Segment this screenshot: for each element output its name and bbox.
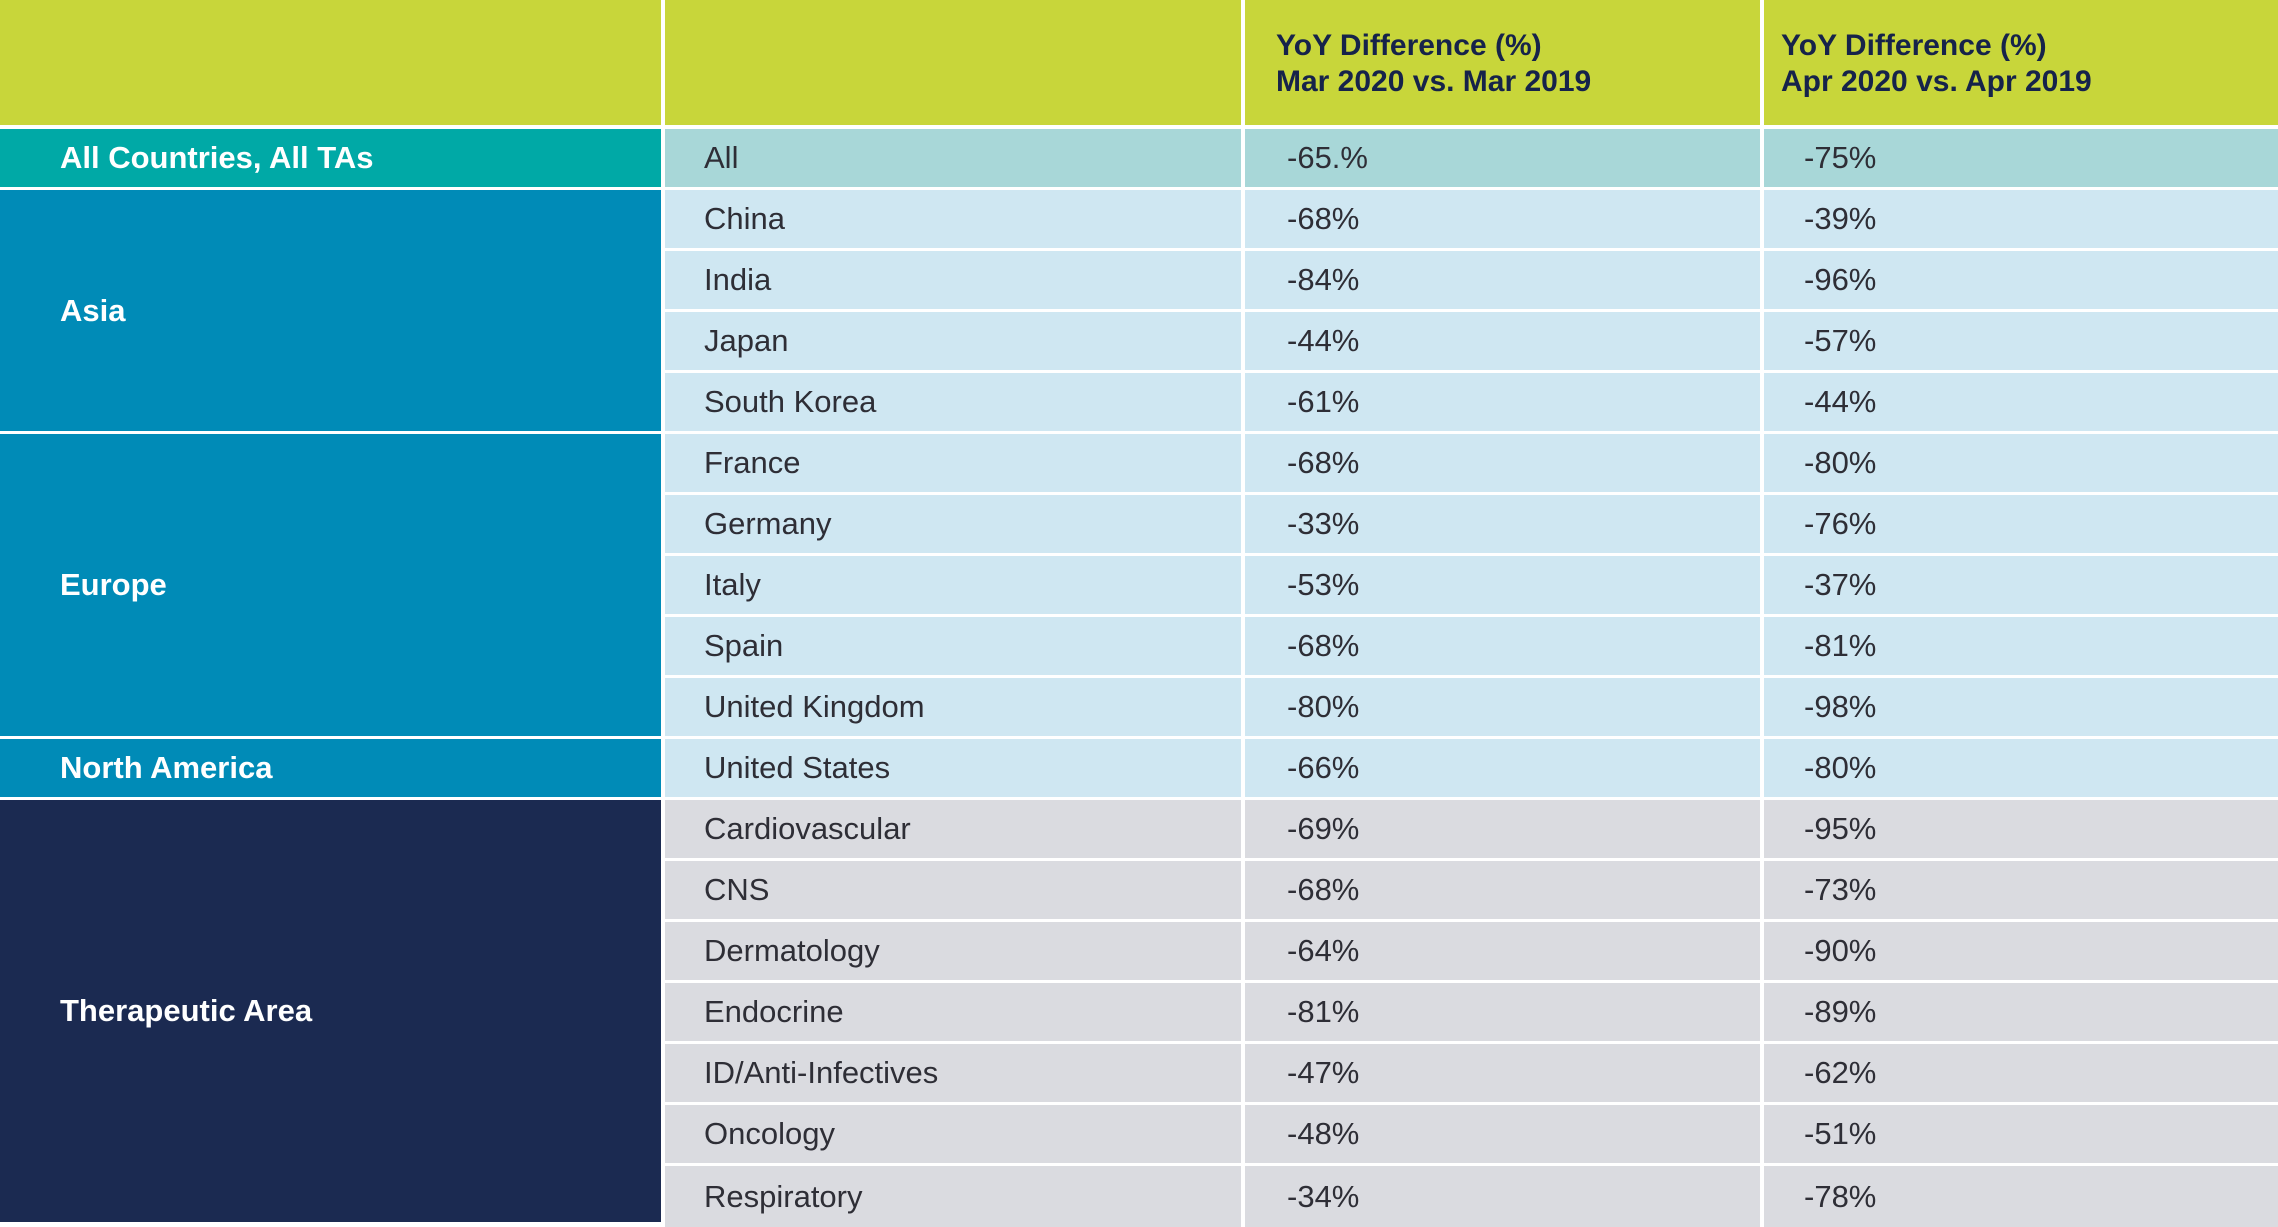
header-apr-line1: YoY Difference (%) [1781,29,2047,62]
value-mar: -68% [1245,434,1760,492]
value-apr: -90% [1764,922,2278,980]
row-label: CNS [665,861,1241,919]
row-label: India [665,251,1241,309]
value-mar: -33% [1245,495,1760,553]
value-apr: -75% [1764,129,2278,187]
value-apr: -80% [1764,739,2278,797]
value-apr: -57% [1764,312,2278,370]
header-cell-group [0,0,661,125]
row-label: Oncology [665,1105,1241,1163]
value-apr: -37% [1764,556,2278,614]
row-label: Dermatology [665,922,1241,980]
value-mar: -81% [1245,983,1760,1041]
value-mar: -68% [1245,190,1760,248]
row-label: ID/Anti-Infectives [665,1044,1241,1102]
value-mar: -68% [1245,861,1760,919]
row-label: United States [665,739,1241,797]
value-mar: -61% [1245,373,1760,431]
value-apr: -78% [1764,1166,2278,1227]
row-label: South Korea [665,373,1241,431]
value-mar: -34% [1245,1166,1760,1227]
value-apr: -98% [1764,678,2278,736]
row-label: Endocrine [665,983,1241,1041]
header-apr-line2: Apr 2020 vs. Apr 2019 [1781,65,2092,98]
value-apr: -80% [1764,434,2278,492]
value-apr: -39% [1764,190,2278,248]
row-label: All [665,129,1241,187]
value-mar: -44% [1245,312,1760,370]
group-label: All Countries, All TAs [0,129,661,187]
value-mar: -47% [1245,1044,1760,1102]
row-label: Germany [665,495,1241,553]
value-mar: -84% [1245,251,1760,309]
row-label: Cardiovascular [665,800,1241,858]
value-mar: -66% [1245,739,1760,797]
value-apr: -89% [1764,983,2278,1041]
header-cell-mar: YoY Difference (%) Mar 2020 vs. Mar 2019 [1245,0,1760,125]
group-label: Europe [0,434,661,736]
value-mar: -65.% [1245,129,1760,187]
group-label: Asia [0,190,661,431]
row-label: Italy [665,556,1241,614]
value-apr: -51% [1764,1105,2278,1163]
value-mar: -64% [1245,922,1760,980]
value-apr: -62% [1764,1044,2278,1102]
value-apr: -96% [1764,251,2278,309]
value-mar: -80% [1245,678,1760,736]
header-mar-line2: Mar 2020 vs. Mar 2019 [1276,65,1592,98]
value-mar: -68% [1245,617,1760,675]
row-label: Spain [665,617,1241,675]
header-cell-apr: YoY Difference (%) Apr 2020 vs. Apr 2019 [1764,0,2278,125]
header-cell-label [665,0,1241,125]
value-mar: -48% [1245,1105,1760,1163]
row-label: China [665,190,1241,248]
row-label: Japan [665,312,1241,370]
value-apr: -81% [1764,617,2278,675]
value-apr: -76% [1764,495,2278,553]
group-label: Therapeutic Area [0,800,661,1222]
row-label: France [665,434,1241,492]
group-label: North America [0,739,661,797]
row-label: United Kingdom [665,678,1241,736]
value-mar: -69% [1245,800,1760,858]
value-apr: -44% [1764,373,2278,431]
value-apr: -95% [1764,800,2278,858]
row-label: Respiratory [665,1166,1241,1227]
value-mar: -53% [1245,556,1760,614]
value-apr: -73% [1764,861,2278,919]
header-mar-line1: YoY Difference (%) [1276,29,1542,62]
